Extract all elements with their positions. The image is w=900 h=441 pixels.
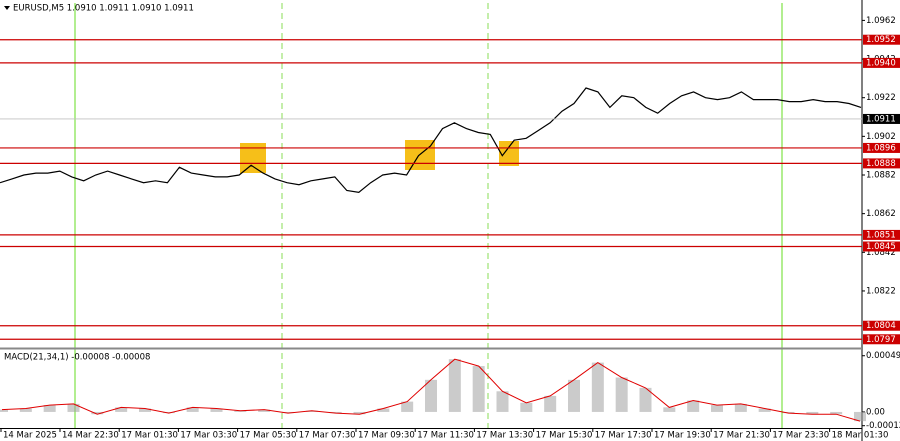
x-tick-label: 17 Mar 03:30 <box>180 431 237 441</box>
macd-bar <box>0 409 8 412</box>
macd-bar <box>663 407 676 412</box>
macd-bar <box>162 411 175 414</box>
x-tick-label: 17 Mar 21:30 <box>713 431 770 441</box>
macd-bar <box>425 379 437 412</box>
macd-bar <box>258 409 271 412</box>
x-tick-label: 17 Mar 23:30 <box>772 431 829 441</box>
macd-bar <box>496 391 509 412</box>
signal-line <box>1 358 861 422</box>
x-tick-label: 17 Mar 17:30 <box>595 431 652 441</box>
y-tick-label: -0.00012 <box>866 421 900 431</box>
menu-arrow <box>4 6 10 10</box>
x-tick-label: 14 Mar 22:30 <box>62 431 119 441</box>
macd-bar <box>639 387 652 412</box>
x-tick-label: 17 Mar 19:30 <box>654 431 711 441</box>
x-tick-label: 17 Mar 13:30 <box>476 431 533 441</box>
y-tick-label: 1.0862 <box>866 209 896 219</box>
y-tick-label: 1.0962 <box>866 16 896 26</box>
x-tick-label: 18 Mar 01:30 <box>832 431 889 441</box>
macd-bar <box>854 411 866 422</box>
macd-bar <box>43 405 56 412</box>
y-tick-label: 0.00049 <box>866 351 900 361</box>
macd-bar <box>115 407 128 412</box>
y-tick-label: 1.0902 <box>866 132 896 142</box>
macd-bar <box>401 401 414 412</box>
level-label-bg <box>863 142 900 153</box>
macd-bar <box>448 359 461 412</box>
x-tick-label: 17 Mar 01:30 <box>121 431 178 441</box>
macd-bar <box>305 410 318 412</box>
y-tick-label: 1.0882 <box>866 171 896 181</box>
macd-bar <box>139 408 151 412</box>
y-tick-label: 1.0822 <box>866 286 896 296</box>
level-label-bg <box>863 334 900 345</box>
level-label: 1.0896 <box>866 143 896 153</box>
current-price-label: 1.0911 <box>866 114 896 124</box>
macd-bar <box>758 408 771 412</box>
macd-bar <box>472 366 485 412</box>
macd-bar <box>329 411 342 414</box>
level-label-bg <box>863 241 900 252</box>
macd-bar <box>186 407 199 412</box>
y-tick-label: 1.0842 <box>866 248 896 258</box>
macd-bar <box>734 403 747 412</box>
level-label-bg <box>863 34 900 45</box>
macd-bar <box>520 402 533 412</box>
level-label-bg <box>863 57 900 68</box>
price-line <box>0 87 862 194</box>
x-tick-label: 17 Mar 05:30 <box>240 431 297 441</box>
y-tick-label: 1.0922 <box>866 93 896 103</box>
macd-bar <box>91 411 104 415</box>
level-label: 1.0797 <box>866 335 896 345</box>
indicator-title: MACD(21,34,1) -0.00008 -0.00008 <box>4 353 150 363</box>
macd-bar <box>687 400 700 412</box>
macd-bar <box>377 408 390 412</box>
macd-bar <box>711 405 723 412</box>
level-label: 1.0888 <box>866 159 896 169</box>
signal-box <box>499 141 519 166</box>
macd-bar <box>830 411 843 415</box>
level-label: 1.0940 <box>866 58 896 68</box>
macd-bar <box>353 411 366 415</box>
macd-bar <box>615 377 628 412</box>
x-tick-label: 17 Mar 09:30 <box>358 431 415 441</box>
level-label-bg <box>863 320 900 331</box>
macd-bar <box>782 411 795 414</box>
x-tick-label: 17 Mar 11:30 <box>417 431 474 441</box>
level-label-bg <box>863 229 900 240</box>
x-tick-label: 17 Mar 07:30 <box>299 431 356 441</box>
level-label: 1.0845 <box>866 242 896 252</box>
y-tick-label: 0.00 <box>866 407 885 417</box>
macd-bar <box>19 408 32 412</box>
level-label: 1.0851 <box>866 230 896 240</box>
x-tick-label: 17 Mar 15:30 <box>536 431 593 441</box>
macd-bar <box>210 408 223 412</box>
x-tick-label: 14 Mar 2025 <box>3 431 57 441</box>
macd-bar <box>67 403 80 412</box>
current-price-bg <box>863 113 900 124</box>
level-label-bg <box>863 158 900 169</box>
chart-title: EURUSD,M5 1.0910 1.0911 1.0910 1.0911 <box>13 4 194 14</box>
macd-bar <box>234 410 247 412</box>
macd-bar <box>282 411 294 414</box>
macd-bar <box>591 362 604 412</box>
level-label: 1.0952 <box>866 35 896 45</box>
macd-bar <box>568 379 580 412</box>
macd-bar <box>806 411 819 415</box>
macd-bar <box>544 395 557 412</box>
level-label: 1.0804 <box>866 321 896 331</box>
